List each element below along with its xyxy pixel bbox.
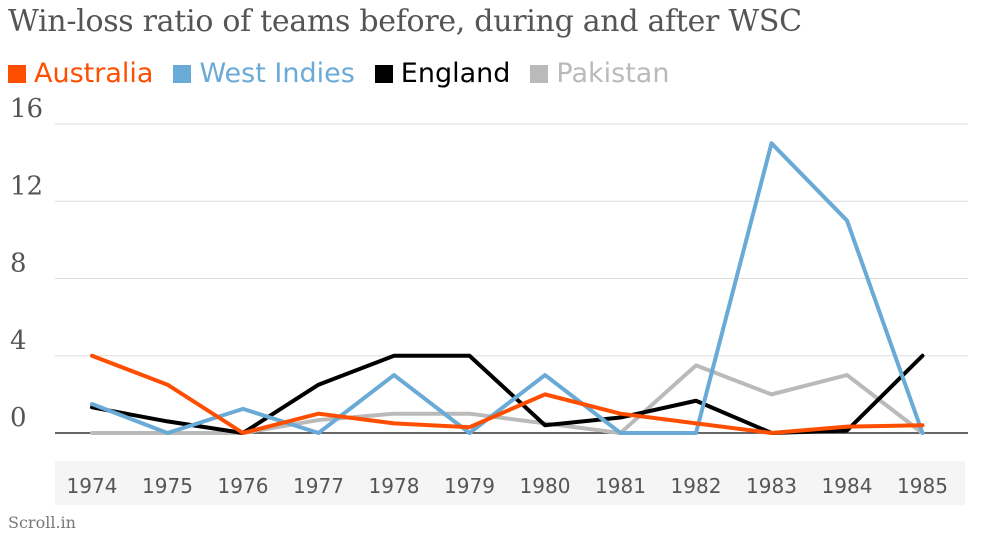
legend-label: Pakistan xyxy=(556,58,670,89)
x-tick-label: 1980 xyxy=(520,474,571,498)
series-lines xyxy=(90,141,925,435)
legend-swatch xyxy=(8,64,26,83)
chart-title: Win-loss ratio of teams before, during a… xyxy=(8,4,802,39)
x-tick-label: 1979 xyxy=(444,474,495,498)
legend-swatch xyxy=(374,64,393,83)
x-tick-label: 1974 xyxy=(67,474,118,498)
y-tick-label: 0 xyxy=(10,403,27,433)
y-tick-label: 12 xyxy=(10,171,43,201)
legend-swatch xyxy=(530,64,549,83)
x-tick-label: 1982 xyxy=(671,474,722,498)
legend-item-pakistan: Pakistan xyxy=(530,58,669,89)
x-tick-label: 1978 xyxy=(369,474,420,498)
x-axis-ticks: 1974 1975 1976 1977 1978 1979 1980 1981 1982 1983… xyxy=(67,474,948,498)
x-tick-label: 1985 xyxy=(897,474,948,498)
x-tick-label: 1984 xyxy=(822,474,873,498)
series-line-australia xyxy=(90,353,925,435)
legend-item-west-indies: West Indies xyxy=(173,58,355,89)
legend-item-australia: Australia xyxy=(8,58,153,89)
legend-label: West Indies xyxy=(199,58,355,89)
x-tick-label: 1975 xyxy=(142,474,193,498)
x-tick-label: 1981 xyxy=(595,474,646,498)
series-line-pakistan xyxy=(90,363,925,435)
legend-label: Australia xyxy=(34,58,154,89)
legend: Australia West Indies England Pakistan xyxy=(8,58,689,89)
x-tick-label: 1976 xyxy=(218,474,269,498)
series-line-england xyxy=(90,353,925,435)
y-tick-label: 4 xyxy=(10,326,27,356)
grid-lines xyxy=(55,123,968,434)
x-axis-band xyxy=(55,461,965,505)
source-label: Scroll.in xyxy=(8,513,76,532)
y-axis-ticks: 0 4 8 12 16 xyxy=(10,94,43,433)
legend-swatch xyxy=(173,64,192,83)
x-tick-label: 1983 xyxy=(746,474,797,498)
y-tick-label: 16 xyxy=(10,94,43,124)
y-tick-label: 8 xyxy=(10,249,27,279)
x-tick-label: 1977 xyxy=(293,474,344,498)
legend-label: England xyxy=(400,58,511,89)
legend-item-england: England xyxy=(374,58,511,89)
series-line-west-indies xyxy=(90,141,925,435)
